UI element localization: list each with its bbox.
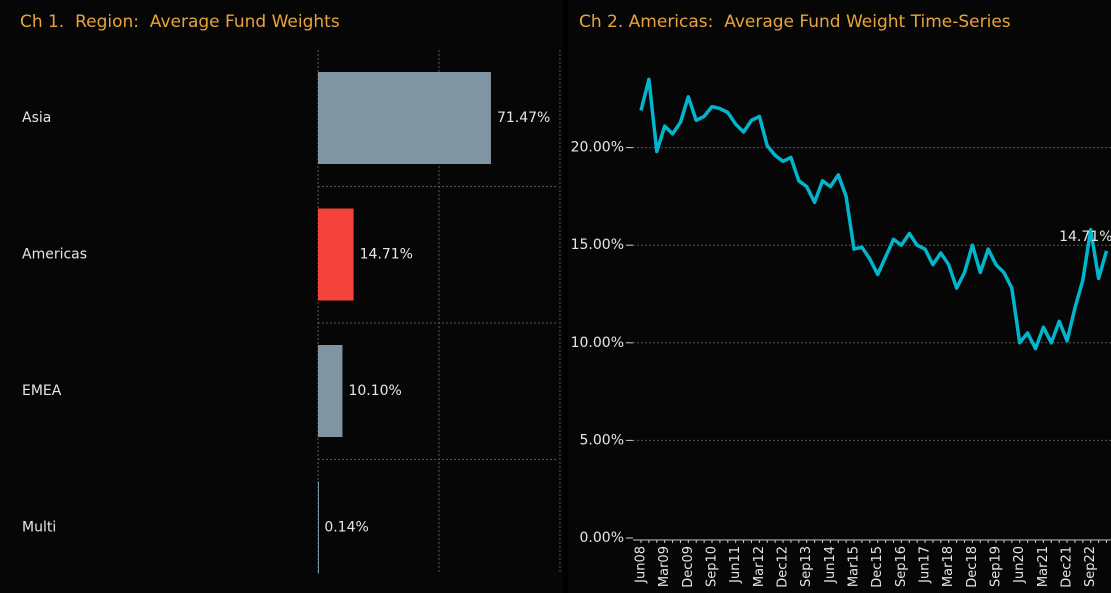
panel-2 <box>568 0 1111 593</box>
chart-title: Ch 1. Region: Average Fund Weights <box>20 12 340 32</box>
value-label: 10.10% <box>348 383 401 399</box>
category-label: Americas <box>22 247 87 263</box>
y-tick-label: 5.00% <box>580 432 624 448</box>
x-tick-label: Jun17 <box>918 546 933 584</box>
x-tick-label: Sep22 <box>1083 546 1098 587</box>
bar <box>318 481 319 574</box>
chart-title: Ch 2. Americas: Average Fund Weight Time… <box>579 12 1011 32</box>
x-tick-label: Sep13 <box>799 546 814 587</box>
x-tick-label: Jun20 <box>1012 546 1027 584</box>
category-label: Asia <box>22 110 51 126</box>
line <box>639 77 1109 351</box>
category-label: Multi <box>22 520 56 536</box>
x-tick-label: Mar12 <box>752 546 767 587</box>
value-label: 71.47% <box>497 110 550 126</box>
x-tick-label: Dec15 <box>870 546 885 588</box>
value-label: 14.71% <box>1059 229 1111 245</box>
y-tick-label: 10.00% <box>571 335 624 351</box>
y-tick-label: 0.00% <box>580 530 624 546</box>
x-tick-label: Dec12 <box>776 546 791 588</box>
x-tick-label: Mar18 <box>941 546 956 587</box>
x-tick-label: Dec09 <box>681 546 696 588</box>
bar <box>318 72 491 164</box>
bar <box>318 345 343 437</box>
x-tick-label: Dec21 <box>1060 546 1075 588</box>
category-label: EMEA <box>22 383 62 399</box>
y-tick-label: 15.00% <box>571 237 624 253</box>
bar <box>318 208 354 301</box>
value-label: 14.71% <box>360 247 413 263</box>
x-tick-label: Mar21 <box>1036 546 1051 587</box>
x-tick-label: Jun11 <box>728 546 743 584</box>
x-tick-label: Jun14 <box>823 546 838 584</box>
x-tick-label: Dec18 <box>965 546 980 588</box>
x-tick-label: Mar09 <box>657 546 672 587</box>
x-tick-label: Sep19 <box>989 546 1004 587</box>
value-label: 0.14% <box>324 520 368 536</box>
x-tick-label: Jun08 <box>634 546 649 584</box>
x-tick-label: Mar15 <box>847 546 862 587</box>
x-tick-label: Sep10 <box>705 546 720 587</box>
y-tick-label: 20.00% <box>571 140 624 156</box>
x-tick-label: Sep16 <box>894 546 909 587</box>
